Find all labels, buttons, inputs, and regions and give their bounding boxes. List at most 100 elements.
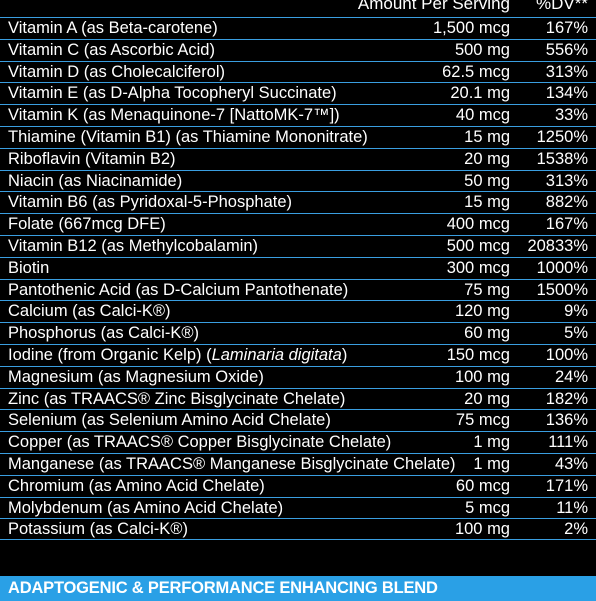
nutrient-amount: 120 mg <box>454 302 510 321</box>
table-header: Amount Per Serving %DV** <box>0 0 596 16</box>
nutrient-dv: 111% <box>548 433 588 452</box>
table-row: Vitamin C (as Ascorbic Acid) 500 mg 556% <box>0 38 596 61</box>
nutrient-dv: 556% <box>545 40 588 59</box>
table-row: Selenium (as Selenium Amino Acid Chelate… <box>0 409 596 431</box>
table-row: Copper (as TRAACS® Copper Bisglycinate C… <box>0 431 596 453</box>
nutrient-name: Phosphorus (as Calci-K®) <box>8 324 199 343</box>
nutrient-name: Riboflavin (Vitamin B2) <box>8 149 176 168</box>
nutrient-name: Vitamin D (as Cholecalciferol) <box>8 62 226 81</box>
nutrient-amount: 20.1 mg <box>450 84 510 103</box>
nutrient-name: Magnesium (as Magnesium Oxide) <box>8 367 264 386</box>
nutrient-name: Manganese (as TRAACS® Manganese Bisglyci… <box>8 454 456 473</box>
nutrient-amount: 20 mg <box>464 389 510 408</box>
table-row: Molybdenum (as Amino Acid Chelate) 5 mcg… <box>0 496 596 519</box>
nutrient-name: Vitamin B6 (as Pyridoxal-5-Phosphate) <box>8 193 292 212</box>
nutrient-name: Thiamine (Vitamin B1) (as Thiamine Monon… <box>8 127 368 146</box>
nutrient-name: Iodine (from Organic Kelp) (Laminaria di… <box>8 345 348 364</box>
nutrient-amount: 400 mcg <box>446 215 510 234</box>
nutrient-dv: 43% <box>554 454 588 473</box>
nutrient-dv: 171% <box>545 476 588 495</box>
nutrient-dv: 313% <box>545 171 588 190</box>
nutrient-dv: 313% <box>545 62 588 81</box>
nutrient-dv: 1000% <box>536 258 588 277</box>
daily-value-header: %DV** <box>536 0 588 13</box>
nutrient-name: Vitamin A (as Beta-carotene) <box>8 19 218 37</box>
table-row: Vitamin K (as Menaquinone-7 [NattoMK-7™]… <box>0 104 596 126</box>
nutrient-name: Zinc (as TRAACS® Zinc Bisglycinate Chela… <box>8 389 346 408</box>
table-row: Magnesium (as Magnesium Oxide) 100 mg 24… <box>0 365 596 388</box>
nutrient-amount: 60 mg <box>464 324 510 343</box>
nutrient-amount: 100 mg <box>454 520 510 539</box>
nutrient-name: Molybdenum (as Amino Acid Chelate) <box>8 498 284 517</box>
nutrient-name: Vitamin E (as D-Alpha Tocopheryl Succina… <box>8 84 337 103</box>
nutrient-amount: 75 mg <box>464 280 510 299</box>
amount-per-serving-header: Amount Per Serving <box>357 0 510 13</box>
nutrient-dv: 1538% <box>536 149 588 168</box>
table-row: Chromium (as Amino Acid Chelate) 60 mcg … <box>0 474 596 497</box>
nutrient-name: Chromium (as Amino Acid Chelate) <box>8 476 265 495</box>
nutrient-dv: 1250% <box>536 127 588 146</box>
table-row: Phosphorus (as Calci-K®) 60 mg 5% <box>0 322 596 344</box>
table-row: Iodine (from Organic Kelp) (Laminaria di… <box>0 343 596 366</box>
nutrient-amount: 5 mcg <box>465 498 510 517</box>
nutrient-amount: 15 mg <box>464 193 510 212</box>
nutrient-amount: 50 mg <box>464 171 510 190</box>
table-row: Niacin (as Niacinamide) 50 mg 313% <box>0 169 596 192</box>
nutrient-name: Pantothenic Acid (as D-Calcium Pantothen… <box>8 280 349 299</box>
table-row: Calcium (as Calci-K®) 120 mg 9% <box>0 300 596 322</box>
nutrient-dv: 100% <box>545 345 588 364</box>
nutrient-amount: 75 mcg <box>455 411 510 430</box>
blend-title: ADAPTOGENIC & PERFORMANCE ENHANCING BLEN… <box>8 579 438 597</box>
table-row: Biotin 300 mcg 1000% <box>0 256 596 279</box>
nutrient-name: Selenium (as Selenium Amino Acid Chelate… <box>8 411 331 430</box>
nutrient-dv: 182% <box>545 389 588 408</box>
table-row: Folate (667mcg DFE) 400 mcg 167% <box>0 213 596 235</box>
nutrient-table: Vitamin A (as Beta-carotene) 1,500 mcg 1… <box>0 17 596 541</box>
nutrient-amount: 300 mcg <box>446 258 510 277</box>
nutrient-dv: 2% <box>564 520 588 539</box>
nutrient-amount: 1,500 mcg <box>432 19 510 37</box>
nutrient-dv: 882% <box>545 193 588 212</box>
nutrient-dv: 24% <box>554 367 588 386</box>
table-row: Potassium (as Calci-K®) 100 mg 2% <box>0 518 596 541</box>
nutrient-name: Copper (as TRAACS® Copper Bisglycinate C… <box>8 433 392 452</box>
nutrient-amount: 40 mcg <box>455 106 510 125</box>
blend-section-header: ADAPTOGENIC & PERFORMANCE ENHANCING BLEN… <box>0 576 596 601</box>
nutrient-amount: 15 mg <box>464 127 510 146</box>
nutrient-amount: 1 mg <box>473 433 510 452</box>
nutrient-dv: 11% <box>556 498 588 517</box>
nutrient-dv: 167% <box>545 19 588 37</box>
nutrient-amount: 500 mcg <box>446 236 510 255</box>
nutrient-name: Vitamin B12 (as Methylcobalamin) <box>8 236 259 255</box>
table-row: Pantothenic Acid (as D-Calcium Pantothen… <box>0 278 596 301</box>
table-row: Thiamine (Vitamin B1) (as Thiamine Monon… <box>0 125 596 148</box>
nutrient-name: Niacin (as Niacinamide) <box>8 171 183 190</box>
nutrient-dv: 1500% <box>536 280 588 299</box>
nutrient-name: Calcium (as Calci-K®) <box>8 302 171 321</box>
nutrient-name: Vitamin C (as Ascorbic Acid) <box>8 40 215 59</box>
table-row: Manganese (as TRAACS® Manganese Bisglyci… <box>0 452 596 475</box>
nutrient-amount: 100 mg <box>454 367 510 386</box>
table-row: Vitamin D (as Cholecalciferol) 62.5 mcg … <box>0 60 596 83</box>
scientific-name: Laminaria digitata <box>211 345 342 364</box>
nutrient-dv: 136% <box>545 411 588 430</box>
nutrient-dv: 33% <box>554 106 588 125</box>
nutrient-dv: 20833% <box>527 236 588 255</box>
nutrient-dv: 167% <box>545 215 588 234</box>
nutrient-amount: 20 mg <box>464 149 510 168</box>
nutrient-amount: 1 mg <box>473 454 510 473</box>
nutrient-amount: 150 mcg <box>446 345 510 364</box>
table-row: Vitamin A (as Beta-carotene) 1,500 mcg 1… <box>0 17 596 39</box>
nutrient-dv: 134% <box>545 84 588 103</box>
nutrient-name: Potassium (as Calci-K®) <box>8 520 188 539</box>
table-row: Vitamin B12 (as Methylcobalamin) 500 mcg… <box>0 234 596 257</box>
table-row: Vitamin B6 (as Pyridoxal-5-Phosphate) 15… <box>0 191 596 213</box>
table-row: Riboflavin (Vitamin B2) 20 mg 1538% <box>0 147 596 170</box>
nutrient-name: Folate (667mcg DFE) <box>8 215 166 234</box>
nutrient-amount: 500 mg <box>454 40 510 59</box>
table-row: Zinc (as TRAACS® Zinc Bisglycinate Chela… <box>0 387 596 410</box>
nutrient-dv: 9% <box>564 302 588 321</box>
nutrient-dv: 5% <box>564 324 588 343</box>
nutrient-name: Vitamin K (as Menaquinone-7 [NattoMK-7™]… <box>8 106 340 125</box>
